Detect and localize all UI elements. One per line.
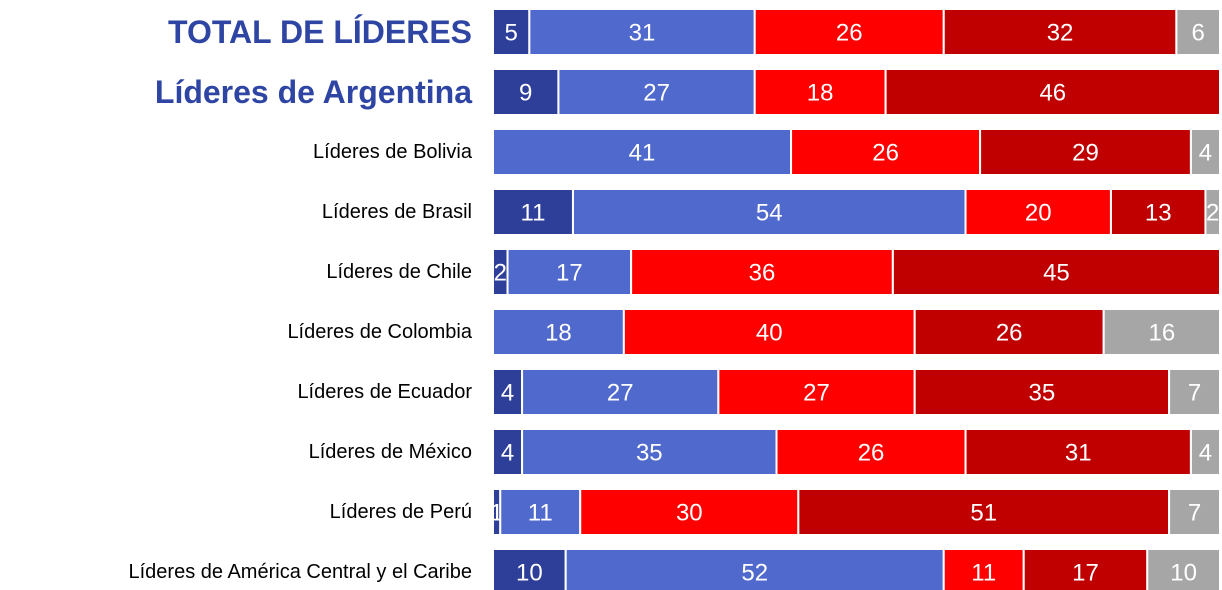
value-label: 7 — [1188, 380, 1201, 407]
bar-segment — [492, 68, 560, 116]
value-label: 35 — [636, 440, 663, 467]
value-label: 26 — [872, 140, 899, 167]
value-label: 36 — [749, 260, 776, 287]
bar-segment — [1102, 308, 1222, 356]
category-label: Líderes de Ecuador — [297, 381, 472, 403]
bar-segment — [564, 548, 945, 590]
bar-segment — [1189, 428, 1222, 476]
category-label: Líderes de América Central y el Caribe — [129, 561, 473, 583]
value-label: 40 — [756, 320, 783, 347]
value-label: 2 — [494, 260, 507, 287]
value-label: 17 — [556, 260, 583, 287]
value-label: 32 — [1047, 20, 1074, 47]
value-label: 6 — [1192, 20, 1205, 47]
bar-segment — [753, 68, 887, 116]
bar-segment — [753, 8, 945, 56]
bar-segment — [717, 368, 916, 416]
category-label: Líderes de Brasil — [322, 201, 472, 223]
category-label: Líderes de Chile — [326, 261, 472, 283]
value-label: 52 — [741, 560, 768, 587]
bar-segment — [1175, 8, 1222, 56]
bar-segment — [884, 68, 1222, 116]
value-label: 10 — [1170, 560, 1197, 587]
bar-segment — [528, 8, 756, 56]
value-label: 29 — [1072, 140, 1099, 167]
value-label: 4 — [1199, 440, 1212, 467]
bar-segment — [492, 428, 524, 476]
value-label: 35 — [1029, 380, 1056, 407]
bar-segment — [1204, 188, 1221, 236]
bar-segment — [1189, 128, 1222, 176]
value-label: 31 — [629, 20, 656, 47]
bar-segment — [979, 128, 1192, 176]
value-label: 41 — [629, 140, 656, 167]
value-label: 27 — [803, 380, 830, 407]
value-label: 4 — [501, 380, 514, 407]
bar-segment — [891, 248, 1221, 296]
bar-segment — [492, 8, 531, 56]
bar-segment — [775, 428, 967, 476]
bar-segment — [521, 368, 720, 416]
value-label: 20 — [1025, 200, 1052, 227]
value-label: 31 — [1065, 440, 1092, 467]
value-label: 4 — [501, 440, 514, 467]
category-label: Líderes de Colombia — [287, 321, 472, 343]
bar-segment — [913, 308, 1105, 356]
bar-segment — [492, 128, 793, 176]
value-label: 9 — [519, 80, 532, 107]
bar-segment — [1168, 488, 1221, 536]
value-label: 45 — [1043, 260, 1070, 287]
value-label: 18 — [545, 320, 572, 347]
bar-segment — [506, 248, 633, 296]
category-label: Líderes de Perú — [330, 501, 472, 523]
value-label: 17 — [1072, 560, 1099, 587]
value-label: 46 — [1039, 80, 1066, 107]
value-label: 7 — [1188, 500, 1201, 527]
value-label: 2 — [1206, 200, 1219, 227]
value-label: 26 — [996, 320, 1023, 347]
value-label: 51 — [970, 500, 997, 527]
value-label: 13 — [1145, 200, 1172, 227]
value-label: 16 — [1148, 320, 1175, 347]
value-label: 18 — [807, 80, 834, 107]
value-label: 26 — [836, 20, 863, 47]
bar-segment — [557, 68, 756, 116]
bar-segment — [1146, 548, 1222, 590]
bar-segment — [964, 428, 1192, 476]
bar-segment — [797, 488, 1171, 536]
value-label: 54 — [756, 200, 783, 227]
value-label: 11 — [971, 560, 996, 587]
category-label: Líderes de México — [309, 441, 472, 463]
bar-segment — [521, 428, 778, 476]
value-label: 5 — [504, 20, 517, 47]
bar-segment — [499, 488, 582, 536]
value-label: 4 — [1199, 140, 1212, 167]
bar-segment — [492, 188, 574, 236]
value-label: 11 — [528, 500, 553, 527]
value-label: 11 — [521, 200, 546, 227]
category-label: Líderes de Argentina — [155, 74, 472, 110]
value-label: 27 — [607, 380, 634, 407]
category-label: TOTAL DE LÍDERES — [168, 14, 472, 50]
value-label: 26 — [858, 440, 885, 467]
value-label: 10 — [516, 560, 543, 587]
value-label: 30 — [676, 500, 703, 527]
category-label: Líderes de Bolivia — [313, 141, 473, 163]
bar-segment — [1109, 188, 1207, 236]
value-label: 27 — [643, 80, 670, 107]
bar-segment — [964, 188, 1112, 236]
bar-segment — [913, 368, 1171, 416]
bar-segment — [1168, 368, 1221, 416]
